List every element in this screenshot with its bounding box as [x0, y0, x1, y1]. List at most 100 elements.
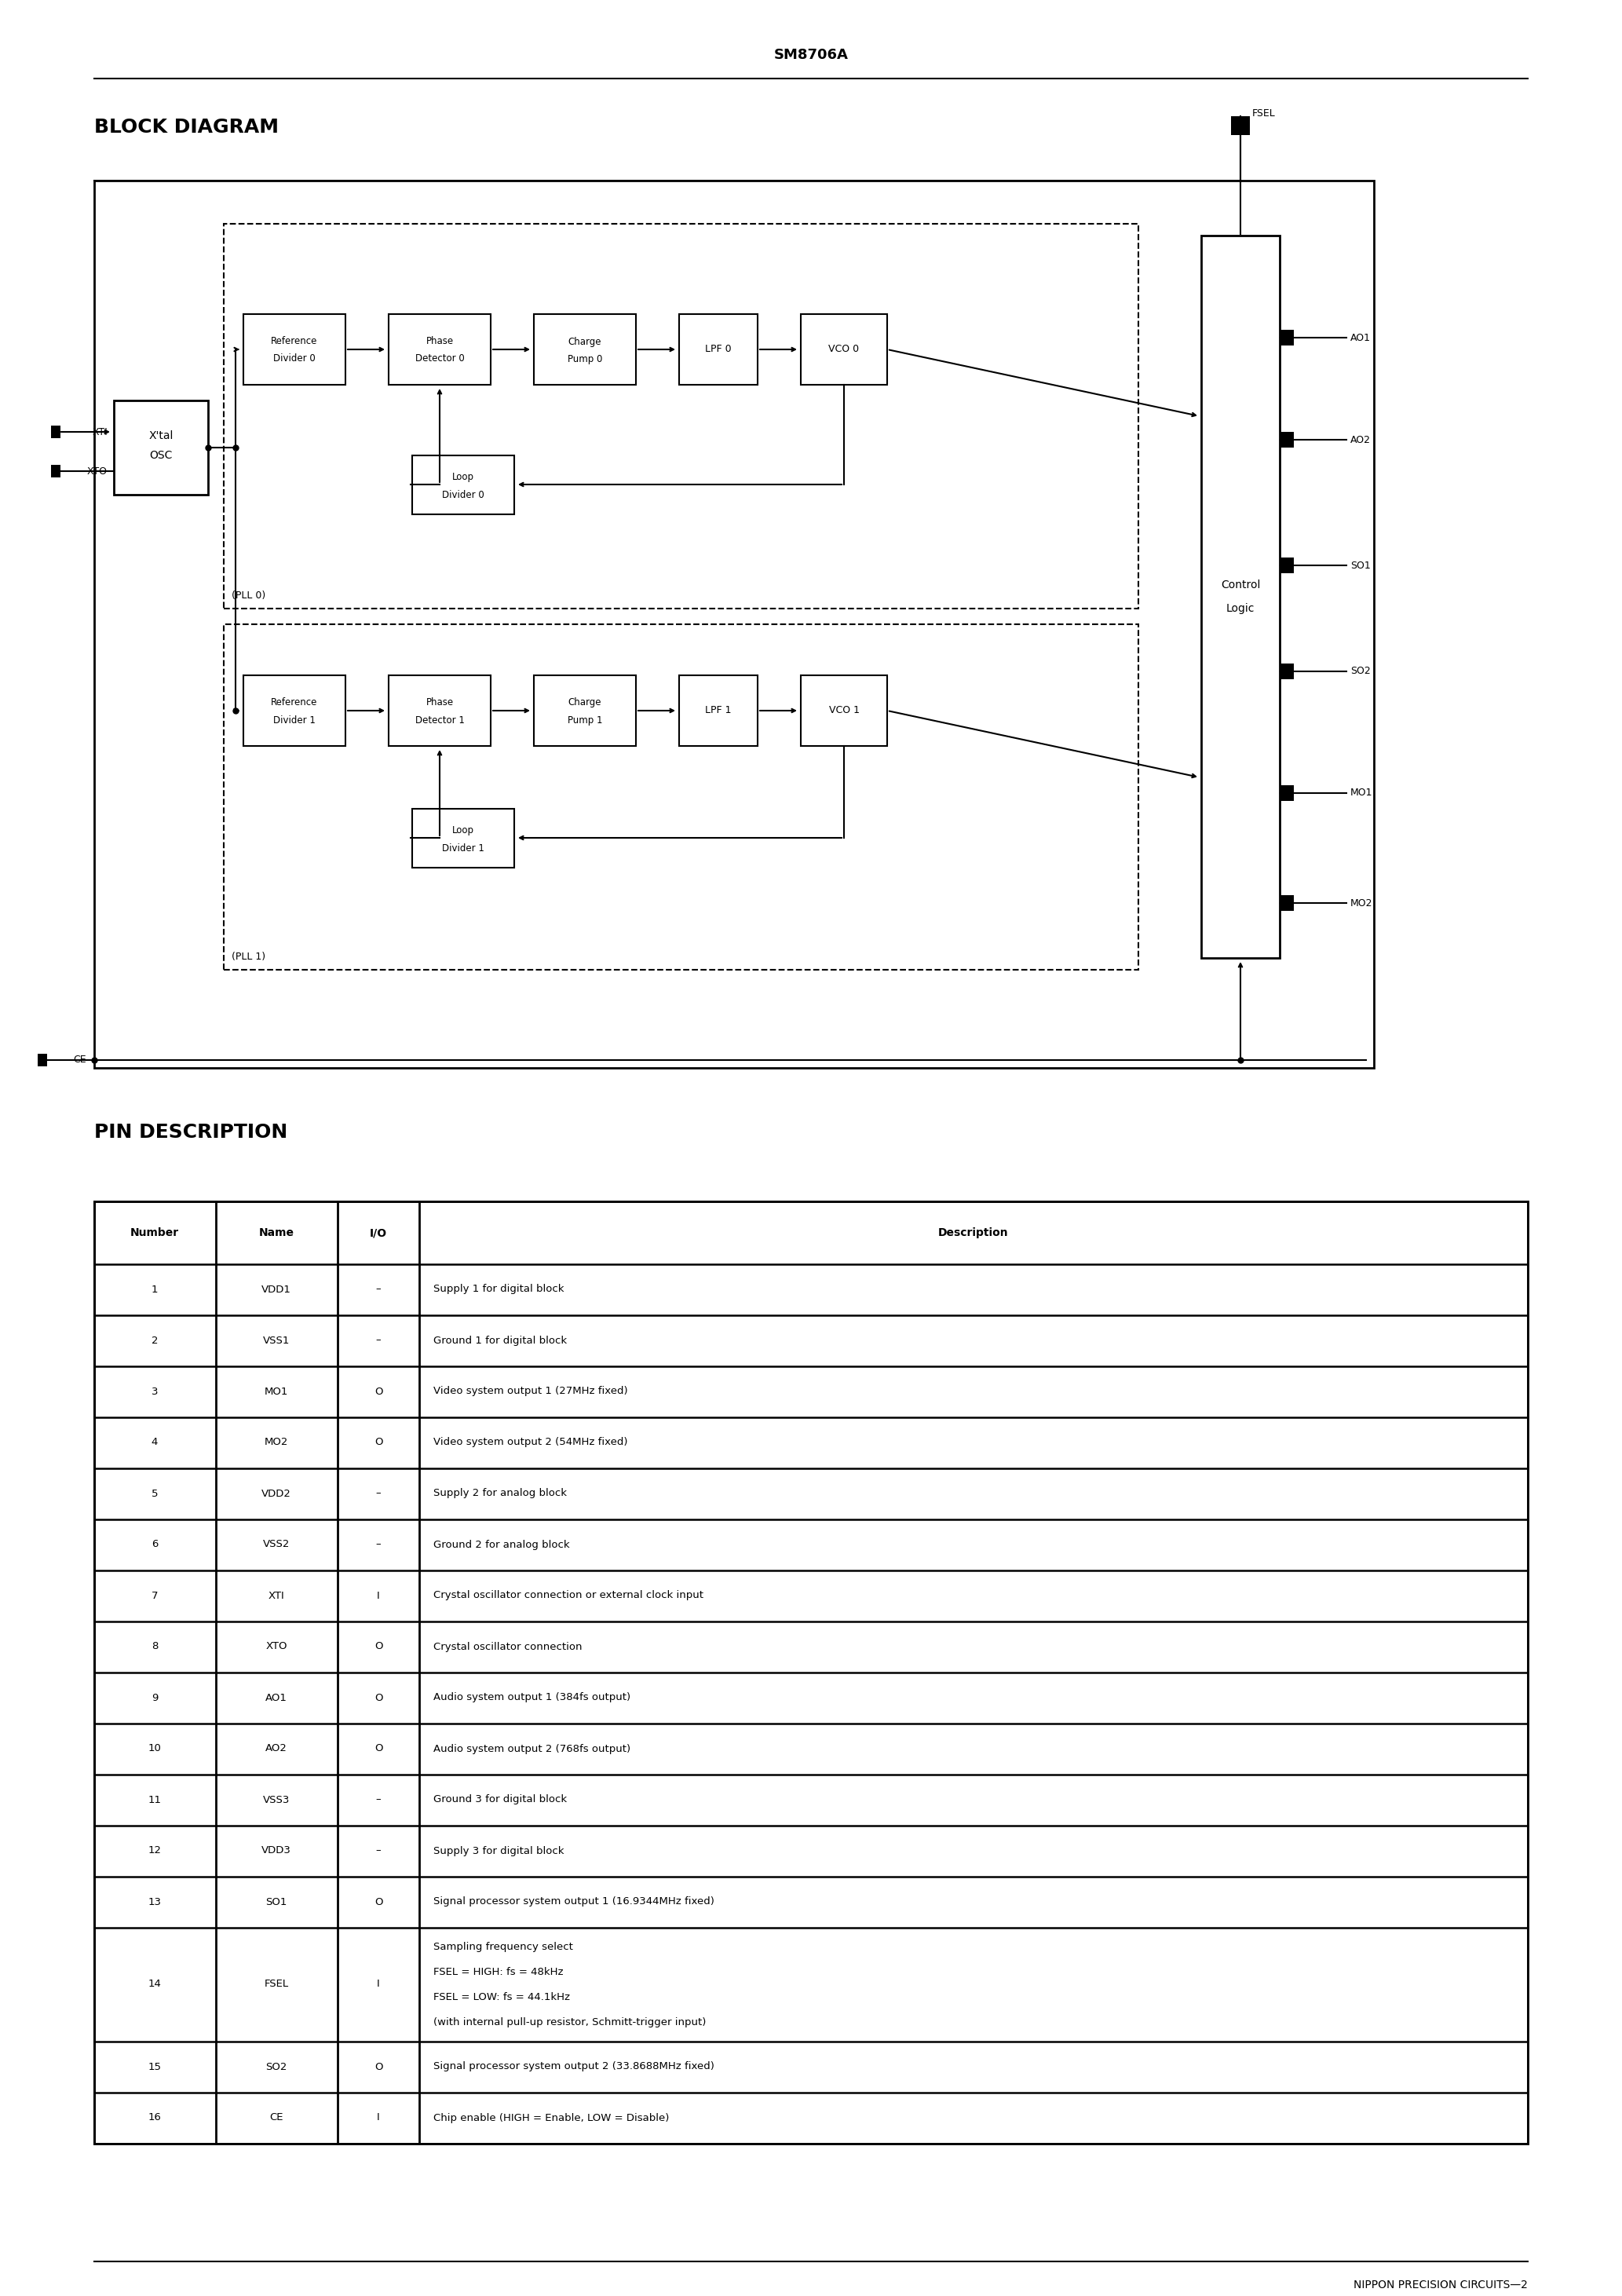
Polygon shape	[1280, 331, 1294, 344]
Text: 3: 3	[151, 1387, 157, 1396]
Text: MO2: MO2	[1351, 898, 1372, 909]
Text: XTO: XTO	[266, 1642, 287, 1651]
Text: FSEL: FSEL	[1252, 108, 1275, 119]
Bar	[680, 315, 757, 386]
Text: Name: Name	[258, 1228, 294, 1238]
Text: Ground 3 for digital block: Ground 3 for digital block	[433, 1795, 568, 1805]
Text: VCO 0: VCO 0	[829, 344, 860, 354]
Text: Charge: Charge	[568, 698, 602, 707]
Text: 15: 15	[148, 2062, 161, 2071]
Text: O: O	[375, 1642, 383, 1651]
Text: VSS2: VSS2	[263, 1538, 290, 1550]
Text: CE: CE	[269, 2112, 284, 2124]
Text: 10: 10	[148, 1743, 161, 1754]
Text: Detector 1: Detector 1	[415, 714, 464, 726]
Bar	[680, 675, 757, 746]
Text: (PLL 1): (PLL 1)	[232, 953, 266, 962]
Text: CE: CE	[73, 1054, 86, 1065]
Text: AO1: AO1	[266, 1692, 287, 1704]
Text: 2: 2	[151, 1336, 157, 1345]
Text: Video system output 1 (27MHz fixed): Video system output 1 (27MHz fixed)	[433, 1387, 628, 1396]
Text: –: –	[376, 1538, 381, 1550]
Text: Divider 1: Divider 1	[443, 843, 485, 854]
Text: VDD1: VDD1	[261, 1283, 292, 1295]
Text: Loop: Loop	[453, 473, 474, 482]
Polygon shape	[1280, 895, 1294, 912]
Text: FSEL = LOW: fs = 44.1kHz: FSEL = LOW: fs = 44.1kHz	[433, 1993, 569, 2002]
Polygon shape	[1280, 664, 1294, 680]
Text: 5: 5	[151, 1488, 157, 1499]
Text: 7: 7	[151, 1591, 157, 1600]
Text: NIPPON PRECISION CIRCUITS—2: NIPPON PRECISION CIRCUITS—2	[1354, 2280, 1528, 2291]
Text: VSS3: VSS3	[263, 1795, 290, 1805]
Text: I/O: I/O	[370, 1228, 388, 1238]
Text: 16: 16	[148, 2112, 161, 2124]
Text: FSEL: FSEL	[264, 1979, 289, 1988]
Text: Crystal oscillator connection or external clock input: Crystal oscillator connection or externa…	[433, 1591, 704, 1600]
Bar	[114, 400, 208, 494]
Text: O: O	[375, 1387, 383, 1396]
Text: Control: Control	[1221, 579, 1260, 590]
Text: XTI: XTI	[92, 427, 107, 436]
Text: Ground 1 for digital block: Ground 1 for digital block	[433, 1336, 568, 1345]
Text: Divider 1: Divider 1	[272, 714, 316, 726]
Text: XTI: XTI	[268, 1591, 284, 1600]
Bar	[534, 315, 636, 386]
Text: SM8706A: SM8706A	[774, 48, 848, 62]
Text: Supply 3 for digital block: Supply 3 for digital block	[433, 1846, 564, 1855]
Text: SO2: SO2	[266, 2062, 287, 2071]
Text: Reference: Reference	[271, 338, 318, 347]
Text: X'tal: X'tal	[149, 429, 174, 441]
Text: Audio system output 1 (384fs output): Audio system output 1 (384fs output)	[433, 1692, 631, 1704]
Text: LPF 1: LPF 1	[706, 705, 732, 716]
Text: O: O	[375, 2062, 383, 2071]
Bar	[94, 181, 1374, 1068]
Text: Loop: Loop	[453, 827, 474, 836]
Text: FSEL = HIGH: fs = 48kHz: FSEL = HIGH: fs = 48kHz	[433, 1968, 563, 1977]
Text: VSS1: VSS1	[263, 1336, 290, 1345]
Text: Signal processor system output 1 (16.9344MHz fixed): Signal processor system output 1 (16.934…	[433, 1896, 714, 1908]
Text: Charge: Charge	[568, 338, 602, 347]
Text: –: –	[376, 1283, 381, 1295]
Text: Sampling frequency select: Sampling frequency select	[433, 1942, 573, 1952]
Text: VDD2: VDD2	[261, 1488, 292, 1499]
Text: VCO 1: VCO 1	[829, 705, 860, 716]
Text: Signal processor system output 2 (33.8688MHz fixed): Signal processor system output 2 (33.868…	[433, 2062, 714, 2071]
Bar	[243, 315, 345, 386]
Text: Reference: Reference	[271, 698, 318, 707]
Text: Number: Number	[130, 1228, 178, 1238]
Text: O: O	[375, 1692, 383, 1704]
Text: Divider 0: Divider 0	[274, 354, 316, 365]
Text: OSC: OSC	[149, 450, 172, 461]
Text: AO2: AO2	[266, 1743, 287, 1754]
Polygon shape	[1231, 117, 1251, 135]
Polygon shape	[1280, 432, 1294, 448]
Polygon shape	[37, 1054, 47, 1065]
Text: 6: 6	[151, 1538, 157, 1550]
Text: MO2: MO2	[264, 1437, 289, 1446]
Bar	[412, 808, 514, 868]
Text: AO2: AO2	[1351, 434, 1371, 445]
Text: Description: Description	[939, 1228, 1009, 1238]
Text: –: –	[376, 1488, 381, 1499]
Polygon shape	[1280, 558, 1294, 574]
Text: Phase: Phase	[427, 338, 454, 347]
Bar	[94, 1201, 1528, 2144]
Bar	[389, 675, 491, 746]
Bar	[389, 315, 491, 386]
Text: –: –	[376, 1846, 381, 1855]
Bar	[243, 675, 345, 746]
Text: O: O	[375, 1896, 383, 1908]
Text: LPF 0: LPF 0	[706, 344, 732, 354]
Text: 9: 9	[151, 1692, 157, 1704]
Text: –: –	[376, 1795, 381, 1805]
Text: 12: 12	[148, 1846, 161, 1855]
Text: 13: 13	[148, 1896, 161, 1908]
Text: BLOCK DIAGRAM: BLOCK DIAGRAM	[94, 117, 279, 138]
Text: Pump 0: Pump 0	[568, 354, 602, 365]
Text: Phase: Phase	[427, 698, 454, 707]
Polygon shape	[50, 464, 60, 478]
Text: Pump 1: Pump 1	[568, 714, 602, 726]
Text: Crystal oscillator connection: Crystal oscillator connection	[433, 1642, 582, 1651]
Text: SO1: SO1	[266, 1896, 287, 1908]
